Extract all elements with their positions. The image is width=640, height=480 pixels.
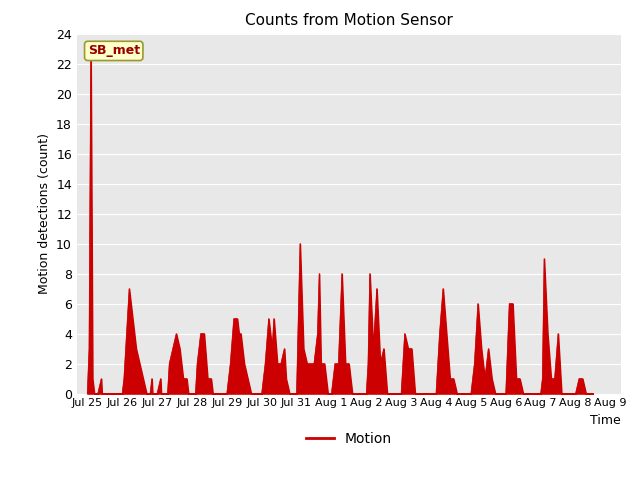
Y-axis label: Motion detections (count): Motion detections (count) bbox=[38, 133, 51, 294]
X-axis label: Time: Time bbox=[590, 414, 621, 427]
Title: Counts from Motion Sensor: Counts from Motion Sensor bbox=[245, 13, 452, 28]
Text: SB_met: SB_met bbox=[88, 44, 140, 58]
Legend: Motion: Motion bbox=[300, 426, 397, 452]
